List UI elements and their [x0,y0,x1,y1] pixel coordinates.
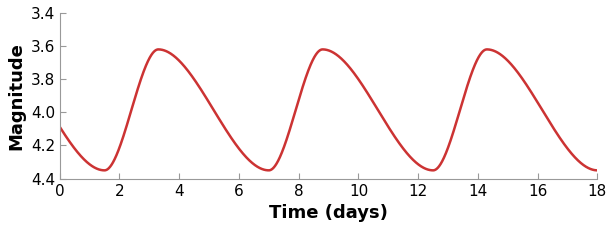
Y-axis label: Magnitude: Magnitude [7,42,25,150]
X-axis label: Time (days): Time (days) [269,204,388,222]
